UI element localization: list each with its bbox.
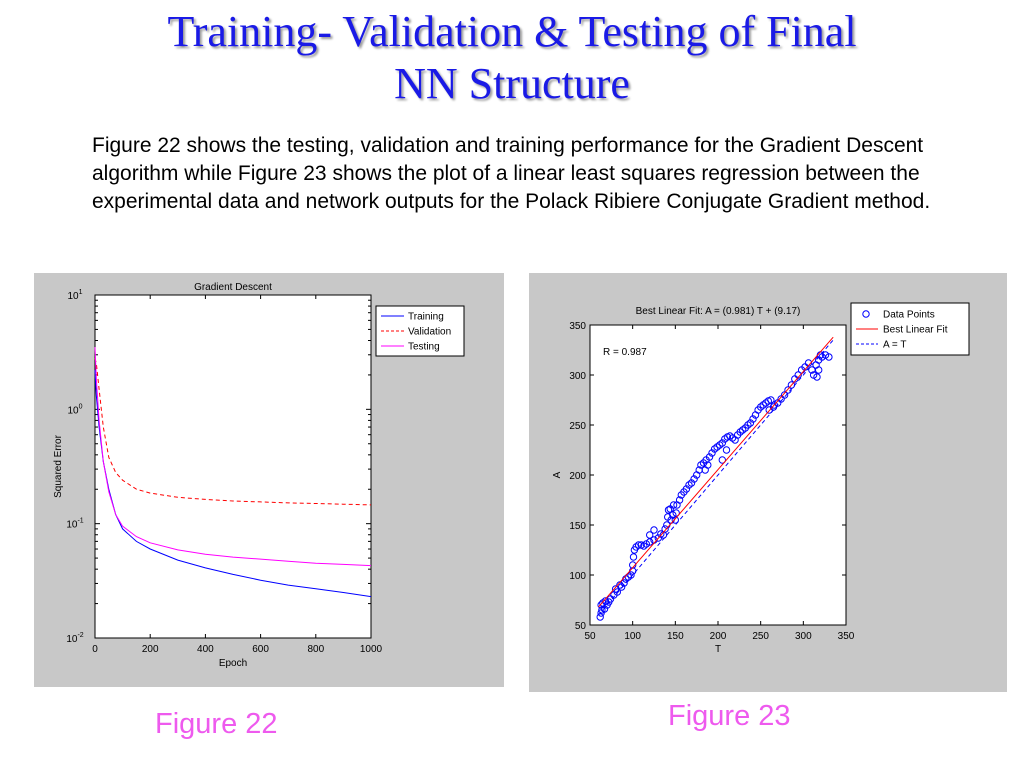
figure-23-caption: Figure 23 — [668, 700, 791, 732]
x-tick-label: 100 — [624, 631, 641, 642]
x-tick-label: 800 — [307, 644, 324, 655]
y-axis-label: A — [552, 471, 563, 478]
data-point — [685, 481, 693, 489]
data-point — [600, 605, 609, 613]
series-line-validation — [94, 358, 372, 506]
figure-22-panel: Gradient Descent 0 200 400 600 800 1000 101 100 1… — [34, 273, 504, 687]
legend-marker — [862, 310, 870, 318]
data-point — [620, 579, 628, 587]
data-point — [736, 428, 744, 436]
x-tick-label: 150 — [667, 631, 684, 642]
linear-fit-chart: Best Linear Fit: A = (0.981) T + (9.17) 5… — [552, 302, 970, 655]
data-point — [629, 553, 638, 561]
data-point — [813, 373, 821, 381]
data-point — [746, 419, 755, 427]
x-tick-label: 0 — [92, 644, 98, 655]
y-axis-label: Squared Error — [53, 434, 64, 497]
y-tick-label: 250 — [569, 421, 586, 432]
x-tick-label: 350 — [838, 631, 855, 642]
y-tick-label: 50 — [575, 621, 587, 632]
slide-title-line-1: Training- Validation & Testing of Final — [167, 7, 857, 56]
x-tick-label: 200 — [142, 644, 159, 655]
figure-23-panel: Best Linear Fit: A = (0.981) T + (9.17) 5… — [529, 273, 1007, 692]
data-point — [664, 506, 673, 514]
x-tick-label: 600 — [252, 644, 269, 655]
best-fit-line — [598, 336, 834, 608]
data-point — [704, 461, 712, 469]
data-point — [784, 386, 792, 394]
data-point — [718, 456, 727, 464]
data-point — [705, 453, 714, 461]
data-point — [634, 541, 643, 549]
data-point — [749, 415, 757, 423]
data-point — [757, 403, 765, 411]
y-tick-label: 10-1 — [66, 518, 83, 531]
data-point — [744, 421, 752, 429]
identity-line — [598, 339, 834, 616]
figure-22-caption: Figure 22 — [155, 708, 278, 740]
x-tick-label: 250 — [752, 631, 769, 642]
legend-label: Testing — [408, 342, 440, 353]
data-point — [640, 542, 648, 550]
y-tick-label: 101 — [67, 289, 82, 302]
data-point — [722, 446, 731, 454]
legend-label: A = T — [883, 340, 906, 351]
y-tick-label: 200 — [569, 471, 586, 482]
x-tick-label: 1000 — [360, 644, 383, 655]
body-paragraph: Figure 22 shows the testing, validation … — [92, 134, 931, 213]
data-point — [682, 485, 691, 493]
series-line-testing — [94, 347, 372, 567]
data-point — [650, 526, 658, 534]
plot-area — [94, 294, 372, 639]
data-point — [646, 531, 654, 539]
chart-title: Gradient Descent — [194, 282, 272, 293]
x-tick-label: 400 — [197, 644, 214, 655]
slide-title: Training- Validation & Testing of Final … — [0, 6, 1024, 110]
legend-label: Training — [408, 312, 444, 323]
legend-box — [375, 305, 465, 357]
data-point — [690, 475, 698, 483]
legend-label: Data Points — [883, 310, 935, 321]
slide-title-line-2: NN Structure — [394, 59, 630, 108]
data-point — [687, 479, 696, 487]
data-point — [815, 366, 823, 374]
data-point — [671, 516, 680, 524]
y-tick-label: 150 — [569, 521, 586, 532]
data-point — [767, 396, 775, 404]
data-point — [632, 543, 640, 551]
x-tick-label: 200 — [710, 631, 727, 642]
data-point — [780, 391, 789, 399]
r-value-annotation: R = 0.987 — [603, 347, 647, 358]
x-axis-label: Epoch — [219, 658, 247, 669]
data-point — [794, 371, 802, 379]
y-tick-label: 10-2 — [66, 632, 83, 645]
data-point — [661, 525, 669, 533]
data-point — [646, 538, 654, 546]
x-tick-label: 300 — [795, 631, 812, 642]
legend-label: Validation — [408, 327, 451, 338]
data-point — [718, 439, 727, 447]
data-point — [825, 353, 833, 361]
gradient-descent-chart: Gradient Descent 0 200 400 600 800 1000 101 100 1… — [53, 282, 465, 669]
data-point — [675, 496, 684, 504]
y-tick-label: 100 — [569, 571, 586, 582]
x-axis-label: T — [715, 644, 721, 655]
data-point — [710, 445, 719, 453]
data-point — [669, 501, 678, 509]
x-tick-label: 50 — [584, 631, 596, 642]
data-point — [613, 588, 622, 596]
data-point — [672, 509, 680, 517]
data-point — [708, 449, 716, 457]
data-point — [627, 571, 635, 579]
y-tick-label: 350 — [569, 321, 586, 332]
legend-label: Best Linear Fit — [883, 325, 948, 336]
y-tick-label: 300 — [569, 371, 586, 382]
y-tick-label: 100 — [67, 403, 82, 416]
chart-title: Best Linear Fit: A = (0.981) T + (9.17) — [636, 306, 801, 317]
data-point — [601, 597, 610, 605]
data-point — [617, 583, 626, 591]
